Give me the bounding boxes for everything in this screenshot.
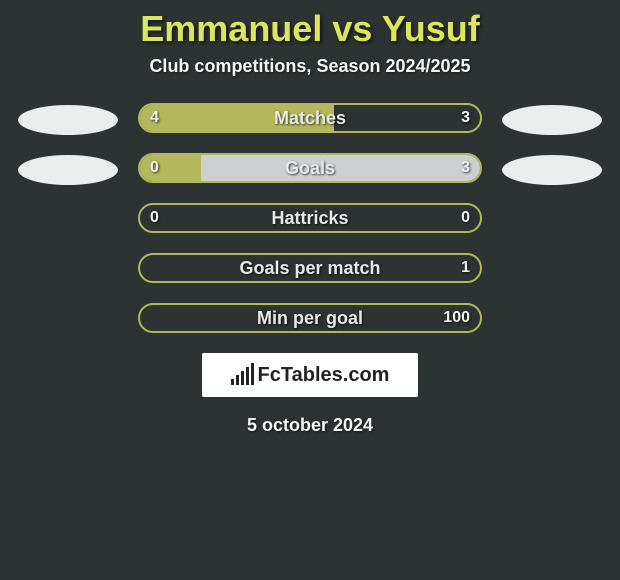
player2-oval [502,105,602,135]
player2-oval [502,305,602,335]
logo-bar [236,375,239,385]
stat-row: Min per goal100 [0,301,620,335]
stat-bar: Min per goal100 [138,303,482,333]
stat-label: Min per goal [140,305,480,331]
stat-row: Goals0 3 [0,151,620,185]
logo-box: FcTables.com [202,353,418,397]
player1-oval [18,105,118,135]
stats-container: Matches43Goals03Hattricks00Goals per mat… [0,101,620,335]
logo-bar [246,367,249,385]
logo-bar [231,379,234,385]
player1-oval [18,255,118,285]
page-subtitle: Club competitions, Season 2024/2025 [0,56,620,77]
logo-text: FcTables.com [258,364,390,387]
player2-oval [502,255,602,285]
stat-value-left: 0 [150,155,159,181]
stat-value-right: 100 [443,305,470,331]
player1-oval [18,155,118,185]
stat-value-right: 3 [461,105,470,131]
player2-oval [502,155,602,185]
stat-value-right: 1 [461,255,470,281]
stat-row: Hattricks0 0 [0,201,620,235]
stat-bar: Goals per match1 [138,253,482,283]
stat-value-left: 4 [150,105,159,131]
page-title: Emmanuel vs Yusuf [0,0,620,50]
stat-value-right: 3 [461,155,470,181]
stat-bar: Hattricks0 0 [138,203,482,233]
stat-label: Goals [140,155,480,181]
stat-bar: Matches4 3 [138,103,482,133]
stat-value-left: 0 [150,205,159,231]
logo-bar [241,371,244,385]
logo-bar [251,363,254,385]
stat-label: Goals per match [140,255,480,281]
stat-row: Matches4 3 [0,101,620,135]
player2-oval [502,205,602,235]
stat-row: Goals per match1 [0,251,620,285]
player1-oval [18,205,118,235]
chart-icon [231,365,254,385]
stat-label: Matches [140,105,480,131]
stat-bar: Goals0 3 [138,153,482,183]
player1-oval [18,305,118,335]
footer-date: 5 october 2024 [0,415,620,436]
stat-label: Hattricks [140,205,480,231]
stat-value-right: 0 [461,205,470,231]
